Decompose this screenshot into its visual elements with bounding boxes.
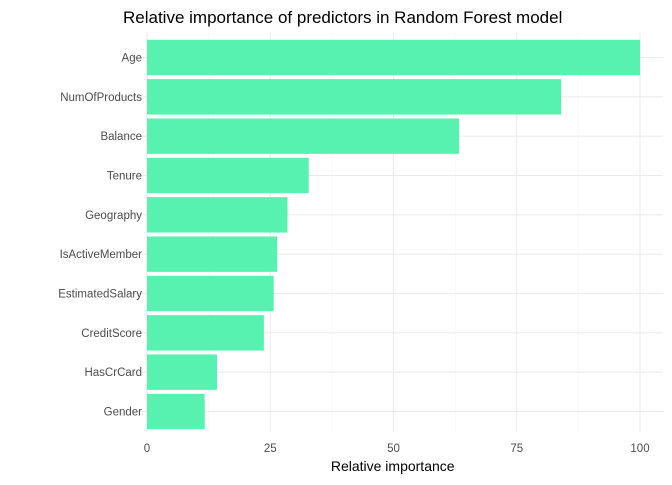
- y-tick-label: Balance: [100, 131, 142, 143]
- y-tick-label: Tenure: [107, 171, 142, 183]
- x-tick-label: 25: [264, 443, 277, 455]
- x-tick-label: 50: [387, 443, 400, 455]
- bars: [147, 39, 640, 430]
- x-tick-label: 75: [510, 443, 523, 455]
- y-tick-label: Gender: [104, 407, 143, 419]
- x-tick-label: 100: [630, 443, 649, 455]
- y-axis-labels: Age NumOfProducts Balance Tenure Geography Is…: [58, 53, 142, 419]
- bar-Gender: [147, 393, 205, 430]
- bar-EstimatedSalary: [147, 275, 274, 312]
- bar-NumOfProducts: [147, 79, 562, 115]
- bar-Geography: [147, 197, 288, 233]
- y-tick-label: IsActiveMember: [60, 249, 143, 261]
- bar-Tenure: [147, 157, 309, 194]
- x-tick-label: 0: [144, 443, 150, 455]
- y-tick-label: EstimatedSalary: [58, 289, 142, 301]
- y-tick-label: Geography: [85, 210, 142, 222]
- bar-IsActiveMember: [147, 236, 278, 272]
- x-axis-title: Relative importance: [331, 458, 455, 474]
- bar-Age: [147, 39, 640, 76]
- chart-title: Relative importance of predictors in Ran…: [123, 8, 562, 27]
- y-tick-label: HasCrCard: [84, 367, 142, 379]
- y-tick-label: NumOfProducts: [60, 92, 142, 104]
- y-tick-label: CreditScore: [81, 328, 142, 340]
- bar-Balance: [147, 118, 460, 154]
- y-tick-label: Age: [122, 53, 142, 65]
- bar-HasCrCard: [147, 354, 218, 390]
- bar-CreditScore: [147, 315, 264, 351]
- x-axis-tick-labels: 0 25 50 75 100: [144, 443, 650, 455]
